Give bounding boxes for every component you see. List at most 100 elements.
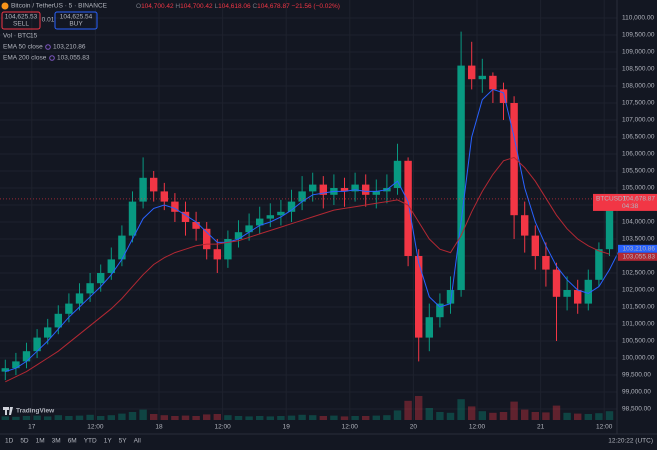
x-tick-label: 12:00 [214, 424, 231, 431]
volume-bar [340, 416, 349, 420]
x-tick-label: 17 [28, 424, 36, 431]
y-tick-label: 106,000.00 [622, 151, 655, 158]
candle-body [287, 201, 296, 212]
range-button[interactable]: 1D [5, 438, 14, 445]
ohlc-value: 104,678.87 [257, 3, 290, 10]
sell-button[interactable] [1, 11, 41, 30]
volume-bar [330, 415, 338, 420]
candle-body [266, 215, 275, 219]
last-price-box [593, 193, 657, 211]
y-tick-label: 108,000.00 [622, 83, 655, 90]
volume-bar [457, 399, 465, 420]
volume-bar [584, 414, 593, 420]
candle-body [319, 184, 328, 195]
y-tick-label: 98,500.00 [622, 406, 651, 413]
y-tick-label: 107,000.00 [622, 117, 655, 124]
ohlc-key: O [136, 3, 141, 10]
toolbar: 1D 5D 1M 3M 6M YTD 1Y 5Y All [5, 438, 141, 445]
volume-bar [22, 416, 31, 420]
ohlc-key: H [175, 3, 180, 10]
candle-body [478, 75, 487, 80]
volume-bar [478, 411, 487, 420]
volume-bar [573, 413, 582, 420]
range-button[interactable]: 3M [52, 438, 61, 445]
y-tick-label: 109,000.00 [622, 49, 655, 56]
candle-body [542, 256, 550, 270]
volume-bar [287, 415, 296, 420]
volume-bar [107, 415, 116, 420]
candle-body [75, 293, 84, 304]
y-tick-label: 105,000.00 [622, 185, 655, 192]
candle-body [531, 235, 540, 256]
range-button[interactable]: 5Y [119, 438, 128, 445]
legend-value: 103,210.86 [53, 44, 86, 51]
range-button[interactable]: 1M [36, 438, 45, 445]
overlay: Bitcoin / TetherUS · 5 · BINANCE O104,70… [1, 2, 653, 445]
candle-body [202, 228, 211, 250]
y-tick-label: 99,500.00 [622, 372, 651, 379]
candle-body [605, 198, 614, 250]
candle-body [22, 351, 31, 362]
range-button[interactable]: 1Y [104, 438, 113, 445]
x-tick-label: 21 [537, 424, 545, 431]
range-button[interactable]: 6M [68, 438, 77, 445]
candle-body [351, 184, 359, 192]
countdown: 04:38 [622, 203, 639, 210]
candle-body [298, 191, 306, 202]
buy-button[interactable] [54, 11, 98, 30]
volume-bar [255, 416, 264, 420]
x-tick-label: 12:00 [342, 424, 359, 431]
candle-body [139, 177, 147, 202]
ema-price-label: 103,055.83 [622, 254, 655, 261]
candle-body [277, 211, 285, 216]
volume-bar [595, 413, 603, 420]
volume-bar [436, 412, 444, 420]
candle-body [510, 103, 518, 216]
candle-body [12, 361, 20, 369]
clock: 12:20:22 (UTC) [608, 438, 653, 445]
volume-bar [149, 414, 158, 420]
volume-bar [499, 412, 508, 420]
y-tick-label: 109,500.00 [622, 32, 655, 39]
volume-bar [33, 415, 41, 420]
y-tick-label: 102,500.00 [622, 270, 655, 277]
x-tick-label: 12:00 [87, 424, 104, 431]
candle-body [340, 188, 349, 192]
range-button[interactable]: YTD [84, 438, 97, 445]
legend-icon [49, 55, 55, 61]
volume-bar [266, 416, 275, 420]
volume-bar [128, 412, 137, 420]
buy-label: BUY [69, 21, 83, 28]
sell-price: 104,625.53 [5, 14, 38, 21]
volume-bar [181, 415, 190, 420]
change: −21.56 (−0.02%) [292, 3, 340, 10]
candle-body [425, 317, 434, 338]
volume-bar [160, 415, 169, 420]
x-tick-label: 18 [155, 424, 163, 431]
range-button[interactable]: 5D [20, 438, 29, 445]
volume-bar [425, 408, 434, 420]
legend-icon [45, 44, 51, 50]
ohlc-value: 104,618.06 [218, 3, 251, 10]
ema-price-box [618, 252, 657, 261]
candle-body [149, 177, 158, 192]
candle-body [361, 184, 370, 195]
plot [1, 31, 621, 383]
y-tick-label: 108,500.00 [622, 66, 655, 73]
volume-bar [510, 401, 518, 420]
volume-bar [404, 400, 412, 420]
candle-body [584, 279, 593, 304]
range-button[interactable]: All [134, 438, 142, 445]
volume-legend: Vol · BTC [3, 33, 31, 40]
legend-value: 103,055.83 [57, 55, 90, 62]
candle-body [234, 232, 243, 239]
candle-body [563, 290, 571, 297]
candle-body [43, 327, 52, 338]
volume-bar [552, 405, 561, 420]
ohlc: O104,700.42 H104,700.42 L104,618.06 C104… [136, 3, 340, 10]
candle-body [171, 201, 179, 212]
brand-logo [3, 407, 13, 415]
y-tick-label: 99,000.00 [622, 389, 651, 396]
y-tick-label: 105,500.00 [622, 168, 655, 175]
